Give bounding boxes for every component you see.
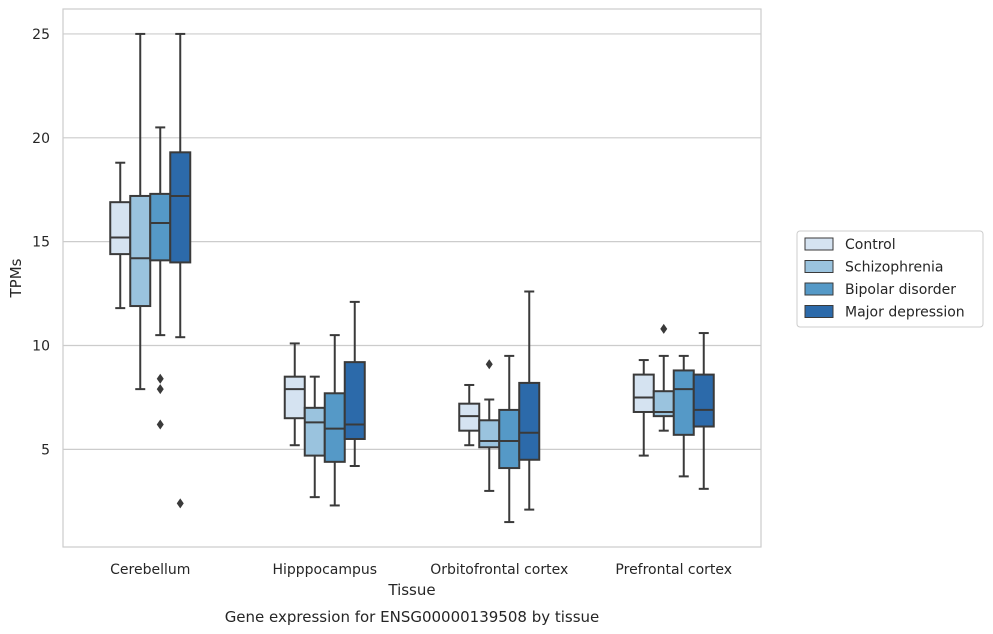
box-2-2: [498, 354, 521, 524]
y-tick-label: 20: [32, 131, 50, 147]
x-tick-label: Hipppocampus: [272, 562, 377, 578]
x-tick-label: Orbitofrontal cortex: [430, 562, 568, 578]
legend-swatch: [804, 282, 834, 296]
legend-entry: Major depression: [804, 305, 965, 321]
box-body: [478, 419, 501, 449]
box-body: [303, 406, 326, 457]
box-body: [149, 192, 172, 262]
box-body: [129, 194, 152, 308]
outlier-point: [156, 419, 164, 430]
legend-entry: Control: [804, 237, 896, 253]
box-1-2: [323, 334, 346, 507]
outlier-point: [660, 323, 668, 334]
legend-swatch: [804, 237, 834, 251]
legend-label: Schizophrenia: [845, 260, 943, 276]
legend-label: Bipolar disorder: [845, 282, 956, 298]
box-0-3: [169, 32, 192, 509]
x-tick-label: Prefrontal cortex: [615, 562, 732, 578]
plot-area: [62, 8, 762, 548]
y-tick-label: 15: [32, 235, 50, 251]
legend-entries: Control Schizophrenia Bipolar disorder Majo…: [804, 237, 965, 321]
box-3-3: [692, 332, 715, 490]
legend-label: Major depression: [845, 305, 965, 321]
legend-frame: [796, 230, 984, 328]
box-body: [632, 373, 655, 413]
y-tick-label: 10: [32, 339, 50, 355]
x-tick-label: Cerebellum: [110, 562, 190, 578]
outlier-point: [156, 384, 164, 395]
box-0-1: [129, 32, 152, 391]
box-1-1: [303, 375, 326, 499]
x-tick-labels: Cerebellum Hipppocampus Orbitofrontal cort…: [110, 562, 732, 578]
box-body: [323, 392, 346, 463]
boxes: [109, 32, 715, 524]
y-axis-label: TPMs: [7, 258, 25, 298]
x-axis-label: Tissue: [387, 581, 435, 599]
box-body: [692, 373, 715, 428]
legend-entry: Bipolar disorder: [804, 282, 956, 298]
legend-swatch: [804, 260, 834, 273]
box-body: [498, 408, 521, 470]
box-0-2: [149, 126, 172, 430]
y-tick-label: 5: [41, 442, 50, 458]
box-1-0: [283, 342, 306, 447]
box-2-3: [518, 290, 541, 511]
chart-caption: Gene expression for ENSG00000139508 by t…: [225, 608, 600, 626]
box-body: [458, 402, 481, 432]
outlier-point: [156, 373, 164, 384]
box-body: [283, 375, 306, 420]
legend-label: Control: [845, 237, 896, 253]
outlier-point: [485, 359, 493, 370]
outlier-point: [176, 498, 184, 509]
y-tick-labels: 5 10 15 20 25: [32, 27, 50, 458]
box-3-0: [632, 359, 655, 457]
legend-swatch: [804, 305, 834, 318]
box-body: [343, 361, 366, 440]
box-body: [169, 151, 192, 264]
box-1-3: [343, 300, 366, 467]
box-body: [672, 369, 695, 436]
legend: Control Schizophrenia Bipolar disorder Majo…: [796, 230, 984, 328]
box-body: [518, 381, 541, 461]
legend-entry: Schizophrenia: [804, 260, 943, 276]
box-2-1: [478, 359, 501, 492]
box-2-0: [458, 383, 481, 447]
box-body: [109, 201, 132, 256]
y-tick-label: 25: [32, 27, 50, 43]
